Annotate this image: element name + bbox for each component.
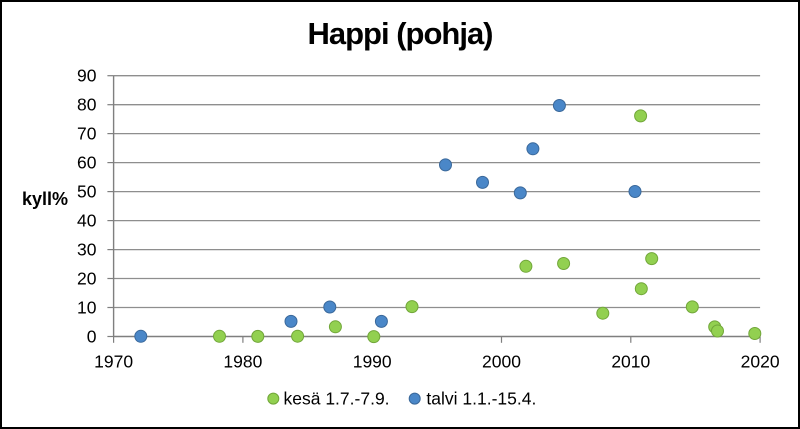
svg-text:2020: 2020 (741, 351, 780, 371)
svg-text:70: 70 (77, 124, 97, 144)
svg-text:talvi 1.1.-15.4.: talvi 1.1.-15.4. (426, 389, 536, 409)
svg-text:1980: 1980 (223, 351, 262, 371)
svg-text:30: 30 (77, 240, 97, 260)
svg-text:40: 40 (77, 211, 97, 231)
svg-text:50: 50 (77, 182, 97, 202)
svg-text:60: 60 (77, 153, 97, 173)
svg-text:90: 90 (77, 66, 97, 86)
svg-text:0: 0 (87, 326, 97, 346)
svg-text:2010: 2010 (611, 351, 650, 371)
svg-text:80: 80 (77, 95, 97, 115)
svg-text:kesä 1.7.-7.9.: kesä 1.7.-7.9. (284, 389, 390, 409)
svg-text:Happi (pohja): Happi (pohja) (307, 16, 492, 51)
svg-text:1990: 1990 (353, 351, 392, 371)
svg-text:20: 20 (77, 268, 97, 288)
svg-text:10: 10 (77, 297, 97, 317)
svg-text:kyll%: kyll% (22, 189, 68, 209)
svg-text:1970: 1970 (94, 351, 133, 371)
svg-text:2000: 2000 (482, 351, 521, 371)
